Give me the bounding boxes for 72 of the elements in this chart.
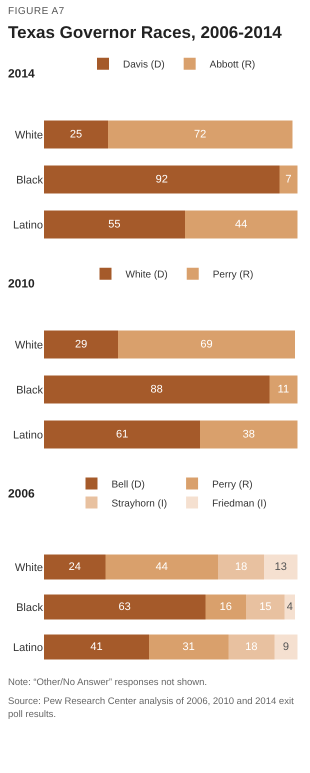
data-label: 16: [220, 601, 232, 613]
legend-label: Perry (R): [212, 479, 253, 490]
bar: [44, 166, 280, 194]
data-label: 44: [234, 218, 248, 230]
bar: [44, 210, 185, 238]
legend-label: Davis (D): [123, 60, 165, 71]
y-tick-label: Black: [16, 384, 44, 396]
data-label: 55: [108, 218, 121, 230]
bar: [44, 554, 106, 580]
data-label: 44: [156, 561, 168, 573]
bar: [274, 634, 298, 660]
data-label: 11: [278, 384, 290, 396]
bar: [44, 120, 108, 148]
data-label: 18: [245, 641, 258, 653]
bar: [284, 594, 295, 620]
source-note: Source: Pew Research Center analysis of 2006, 2010 and 2014 exit poll results.: [8, 696, 295, 722]
legend-label: Perry (R): [212, 270, 254, 281]
bar: [200, 420, 298, 448]
bar: [44, 330, 118, 358]
y-tick-label: Black: [16, 602, 44, 614]
data-label: 41: [90, 641, 103, 653]
bar: [105, 554, 218, 580]
bar: [218, 554, 264, 580]
bar: [148, 634, 228, 660]
data-label: 15: [259, 601, 272, 613]
data-label: 38: [242, 428, 255, 440]
data-label: 13: [274, 561, 287, 573]
data-label: 4: [286, 601, 293, 613]
bar: [280, 166, 298, 194]
data-label: 92: [156, 174, 168, 186]
legend-label: White (D): [126, 270, 168, 281]
data-label: 69: [200, 338, 213, 350]
data-label: 61: [116, 428, 128, 440]
text: Texas Governor Races, 2006-2014: [8, 23, 283, 43]
legend-label: Bell (D): [112, 479, 145, 490]
y-tick-label: Black: [16, 174, 44, 186]
legend-label: Friedman (I): [212, 498, 267, 510]
text: Note: “Other/No Answer” responses not shown.: [8, 677, 208, 690]
data-label: 63: [118, 601, 131, 613]
y-tick-label: White: [14, 562, 43, 574]
data-label: 7: [285, 174, 292, 186]
chart-title: 2014: [8, 66, 36, 80]
y-tick-label: White: [14, 129, 43, 142]
data-label: 18: [234, 561, 248, 573]
chart-title: 2010: [8, 276, 36, 290]
data-label: 72: [194, 128, 206, 140]
bar: [108, 120, 292, 148]
bar: [228, 634, 274, 660]
y-tick-label: Latino: [13, 642, 43, 654]
data-label: 9: [282, 641, 289, 653]
bar: [184, 210, 298, 238]
data-label: 88: [150, 384, 163, 396]
bar: [44, 420, 200, 448]
bar: [269, 376, 298, 404]
bar: [118, 330, 295, 358]
y-tick-label: White: [14, 339, 43, 352]
legend-label: Abbott (R): [210, 60, 256, 71]
y-tick-label: Latino: [13, 219, 43, 232]
bar: [246, 594, 285, 620]
bar: [205, 594, 246, 620]
data-label: 24: [68, 561, 81, 573]
legend-label: Strayhorn (I): [112, 498, 168, 510]
data-label: 25: [70, 128, 82, 140]
bar: [44, 376, 270, 404]
y-tick-label: Latino: [13, 429, 43, 442]
chart-title: 2006: [8, 486, 36, 500]
bar: [264, 554, 298, 580]
data-label: 29: [74, 338, 88, 350]
bar: [44, 594, 206, 620]
text: FIGURE A7: [8, 6, 66, 17]
bar: [44, 634, 149, 660]
data-label: 31: [182, 641, 195, 653]
